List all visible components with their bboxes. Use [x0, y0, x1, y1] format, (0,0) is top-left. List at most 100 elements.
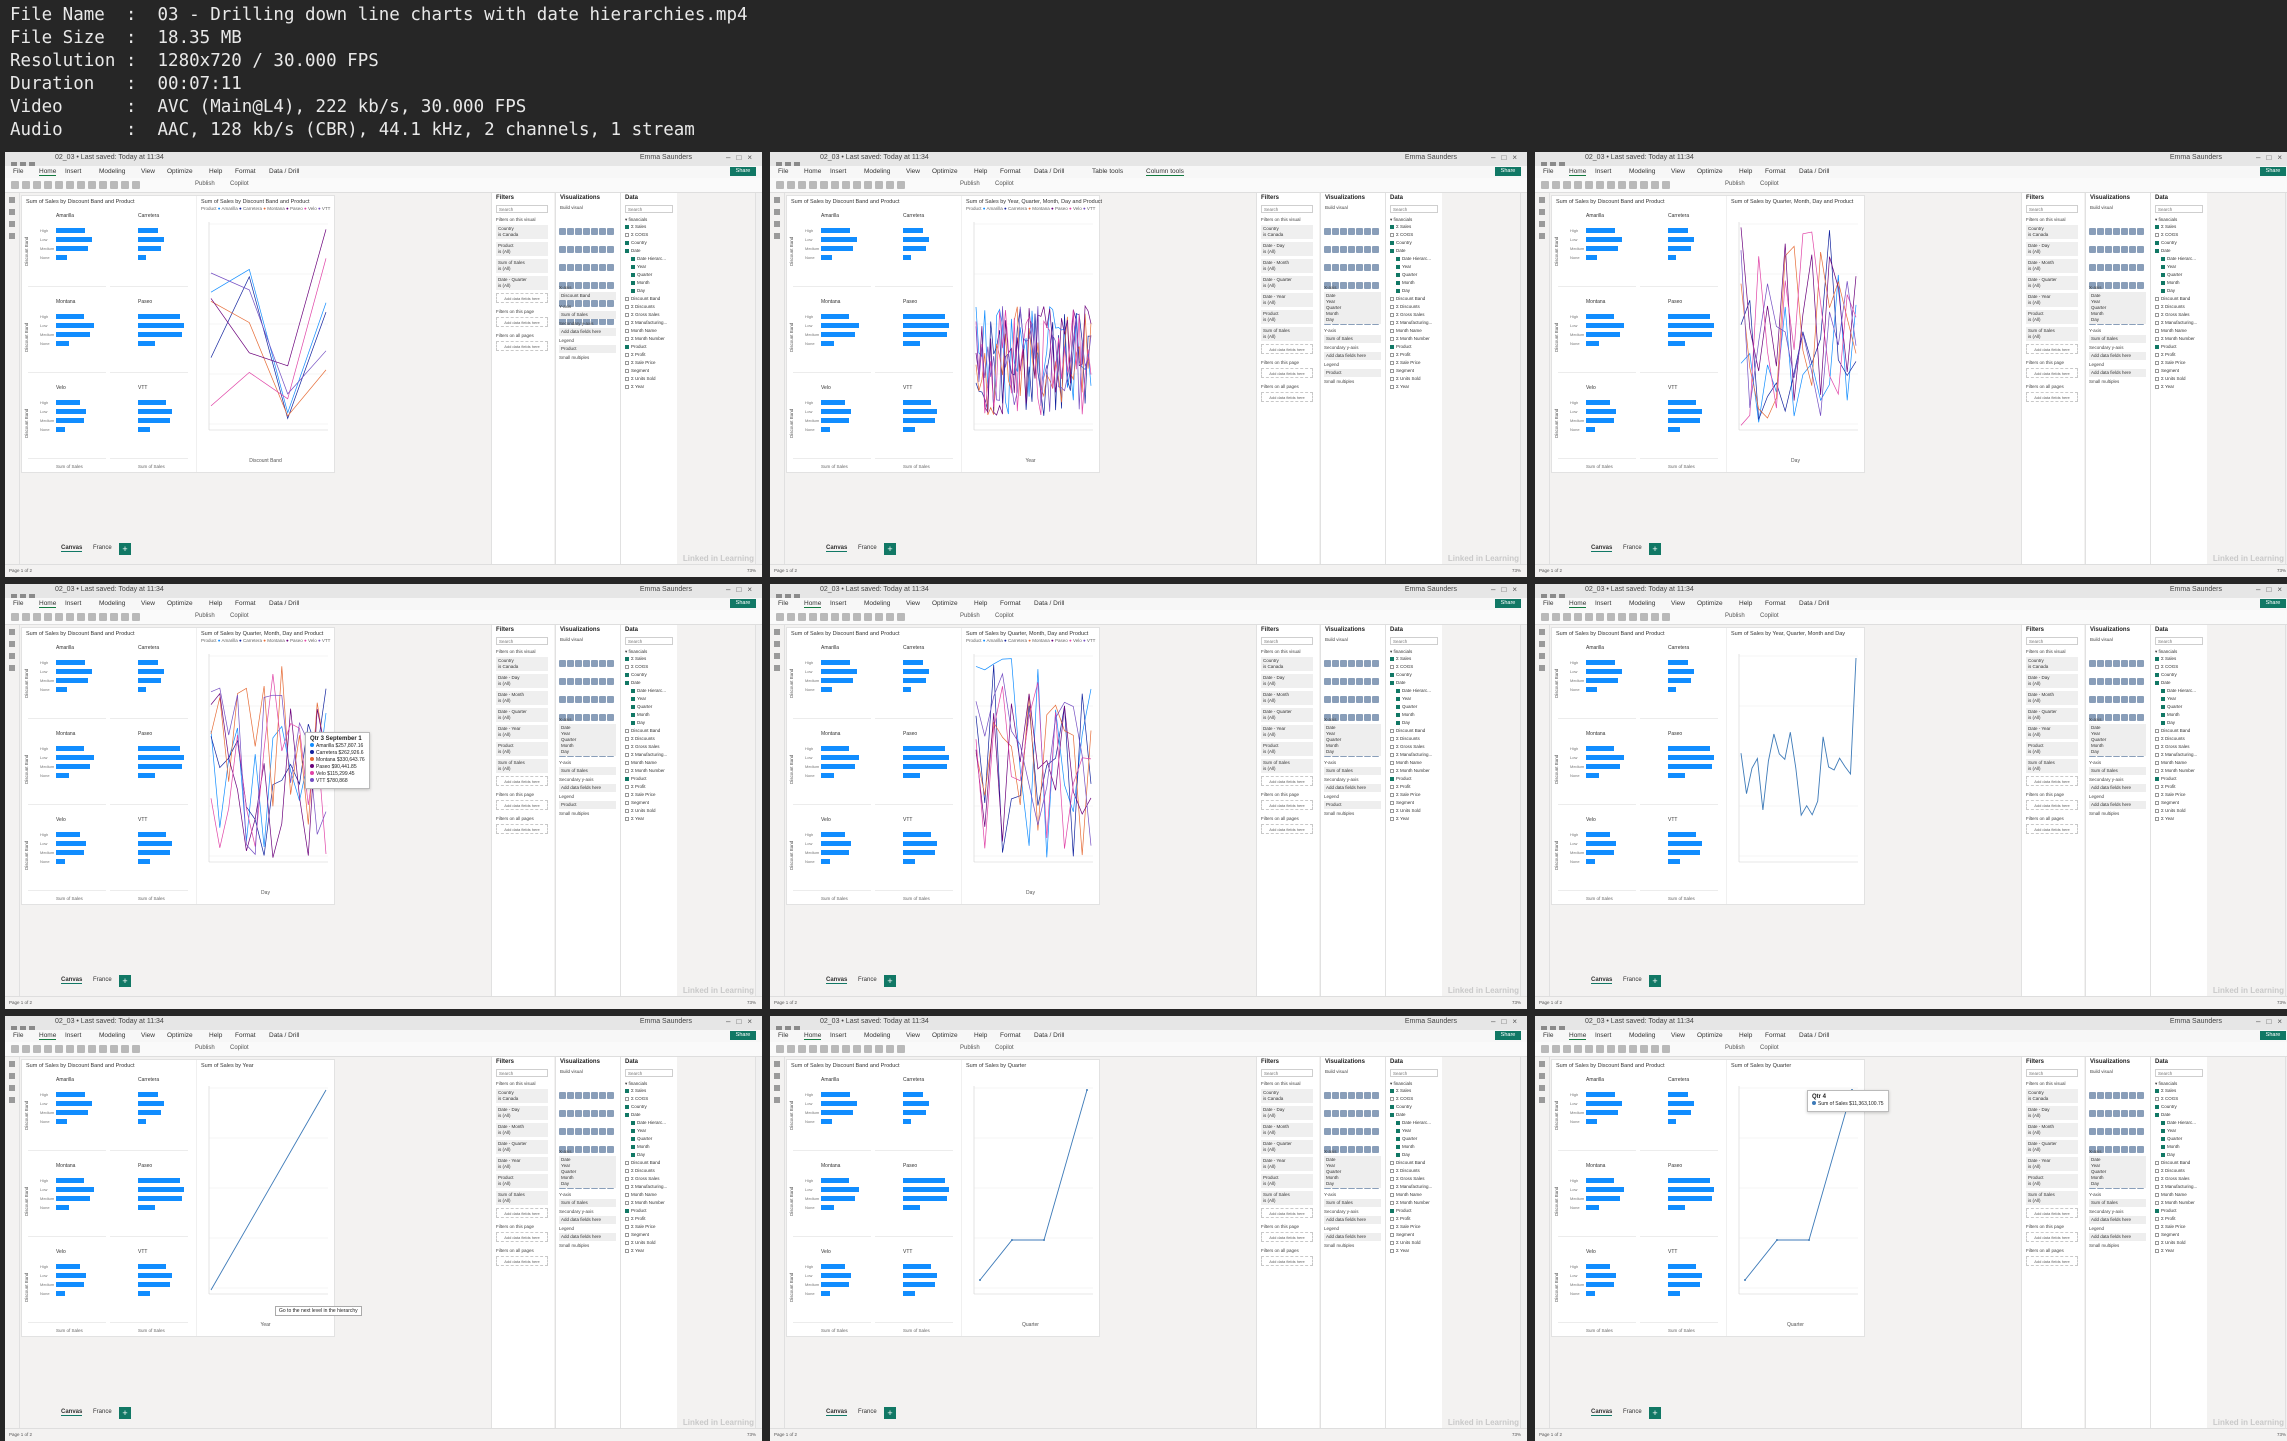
data-field[interactable]: Σ Profit [2155, 1216, 2176, 1221]
data-field[interactable]: Σ Month Number [1390, 768, 1430, 773]
data-field[interactable]: Σ Discounts [625, 304, 655, 309]
add-page-button[interactable]: + [884, 975, 896, 987]
data-field[interactable]: Σ Profit [2155, 352, 2176, 357]
view-icon[interactable] [1539, 629, 1545, 635]
page-tab[interactable]: France [858, 977, 877, 983]
visual-type-icon[interactable] [599, 660, 606, 667]
filter-card[interactable]: Date - Day is (All) [2026, 242, 2078, 256]
visual-type-icon[interactable] [2137, 282, 2144, 289]
data-field[interactable]: Month Name [2155, 760, 2187, 765]
secondary-axis-well[interactable]: Add data fields here [2089, 352, 2146, 360]
visual-type-icon[interactable] [567, 678, 574, 685]
view-icon[interactable] [1539, 197, 1545, 203]
visual-type-icon[interactable] [1348, 1092, 1355, 1099]
visual-type-icon[interactable] [575, 678, 582, 685]
bar[interactable] [1668, 332, 1713, 337]
field-checkbox[interactable] [2161, 696, 2165, 701]
menu-item[interactable]: Optimize [932, 600, 958, 607]
visual-type-icon[interactable] [2105, 282, 2112, 289]
bar[interactable] [903, 255, 912, 260]
bar[interactable] [56, 409, 87, 414]
menu-item[interactable]: Data / Drill [1034, 600, 1065, 607]
data-field[interactable]: Country [1390, 240, 1412, 245]
menu-item[interactable]: Column tools [1146, 168, 1184, 176]
field-checkbox[interactable] [1396, 688, 1400, 693]
ribbon-icon[interactable] [110, 181, 118, 189]
bar[interactable] [1668, 755, 1714, 760]
bar[interactable] [138, 332, 183, 337]
add-page-button[interactable]: + [1649, 975, 1661, 987]
legend-item[interactable]: Velo [307, 206, 318, 211]
visual-type-icon[interactable] [567, 282, 574, 289]
field-checkbox[interactable] [625, 800, 629, 805]
data-field[interactable]: Date Hierarc... [631, 1120, 666, 1125]
bar[interactable] [821, 746, 849, 751]
bar[interactable] [1586, 314, 1614, 319]
bar[interactable] [903, 1092, 924, 1097]
visual-type-icon[interactable] [1348, 1110, 1355, 1117]
bar[interactable] [56, 427, 66, 432]
line-chart-visual[interactable]: Sum of Sales by Quarter Quarter Qtr 4 Sum o… [1726, 1060, 1889, 1336]
data-field[interactable]: Quarter [2161, 272, 2182, 277]
view-icon[interactable] [1539, 209, 1545, 215]
publish-button[interactable]: Publish [960, 613, 980, 619]
field-checkbox[interactable] [625, 1240, 629, 1245]
yaxis-well[interactable]: Sum of Sales [559, 311, 616, 319]
visual-type-icon[interactable] [591, 1128, 598, 1135]
well-field[interactable]: Month [1326, 743, 1339, 748]
field-checkbox[interactable] [2161, 280, 2165, 285]
legend-item[interactable]: VTT [321, 206, 331, 211]
ribbon-icon[interactable] [66, 613, 74, 621]
line-chart-visual[interactable]: Sum of Sales by Quarter, Month, Day and … [961, 628, 1099, 904]
bar[interactable] [903, 409, 938, 414]
bar[interactable] [138, 323, 184, 328]
bar[interactable] [1586, 1196, 1621, 1201]
field-checkbox[interactable] [1390, 336, 1394, 341]
ribbon-icon[interactable] [864, 181, 872, 189]
ribbon-icon[interactable] [1640, 613, 1648, 621]
menu-item[interactable]: Format [235, 600, 256, 607]
menu-item[interactable]: Optimize [932, 1032, 958, 1039]
bar[interactable] [1668, 1187, 1714, 1192]
line-chart-visual[interactable]: Sum of Sales by Year Year Go to the next l… [196, 1060, 362, 1336]
data-field[interactable]: Month [2161, 280, 2180, 285]
ribbon-icon[interactable] [44, 181, 52, 189]
legend-item[interactable]: Amarilla [986, 206, 1005, 211]
field-checkbox[interactable] [2161, 712, 2165, 717]
field-checkbox[interactable] [631, 272, 635, 277]
bar[interactable] [1586, 746, 1614, 751]
bar[interactable] [903, 859, 915, 864]
ribbon-icon[interactable] [831, 613, 839, 621]
bar[interactable] [56, 400, 80, 405]
view-icon[interactable] [9, 233, 15, 239]
well-field[interactable]: Year [2091, 1163, 2101, 1168]
data-field[interactable]: Σ Profit [1390, 352, 1411, 357]
data-field[interactable]: Σ Discounts [1390, 736, 1420, 741]
data-field[interactable]: Σ Manufacturing... [625, 752, 667, 757]
field-checkbox[interactable] [1390, 328, 1394, 333]
view-icon[interactable] [774, 233, 780, 239]
menu-item[interactable]: Insert [65, 1032, 82, 1039]
field-checkbox[interactable] [631, 1120, 635, 1125]
ribbon-icon[interactable] [820, 181, 828, 189]
visual-type-icon[interactable] [607, 1146, 614, 1153]
bar[interactable] [1668, 660, 1689, 665]
visual-type-icon[interactable] [1372, 264, 1379, 271]
bar-chart-visual[interactable]: Sum of Sales by Discount Band and Produc… [22, 628, 194, 904]
bar[interactable] [821, 332, 856, 337]
bar[interactable] [1668, 1178, 1711, 1183]
visual-type-icon[interactable] [1324, 1092, 1331, 1099]
menu-item[interactable]: File [778, 600, 789, 607]
menu-item[interactable]: Modeling [99, 168, 126, 175]
field-checkbox[interactable] [2161, 1152, 2165, 1157]
visual-type-icon[interactable] [2129, 228, 2136, 235]
filter-card[interactable]: Date - Day is (All) [2026, 674, 2078, 688]
visual-type-icon[interactable] [1372, 1146, 1379, 1153]
yaxis-well[interactable]: Sum of Sales [1324, 335, 1381, 343]
well-field[interactable]: Quarter [2091, 1169, 2107, 1174]
bar[interactable] [138, 1291, 150, 1296]
data-field[interactable]: Σ Gross Sales [2155, 1176, 2190, 1181]
visual-type-icon[interactable] [1364, 246, 1371, 253]
bar[interactable] [821, 1282, 849, 1287]
view-icon[interactable] [1539, 221, 1545, 227]
